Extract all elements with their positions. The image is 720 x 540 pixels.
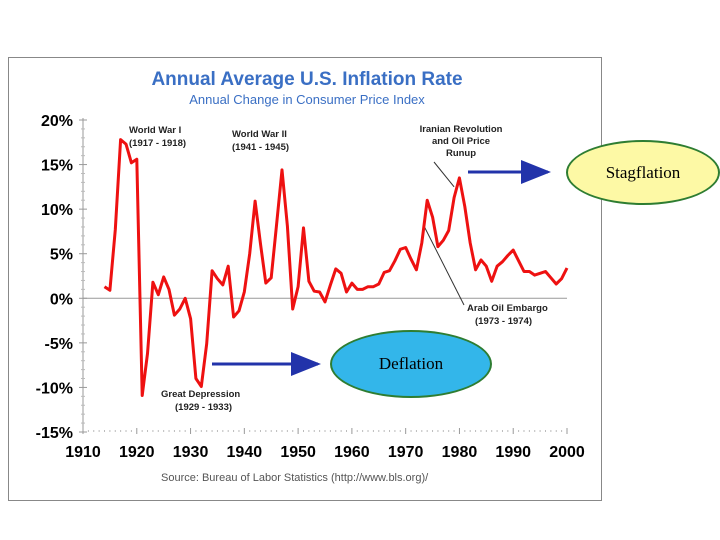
y-tick-label: -15% xyxy=(36,425,73,442)
stagflation-callout: Stagflation xyxy=(566,140,720,205)
x-tick-label: 1920 xyxy=(119,444,155,461)
chart-title: Annual Average U.S. Inflation Rate xyxy=(151,69,462,90)
x-tick-label: 1980 xyxy=(442,444,478,461)
annotation-text: Great Depression xyxy=(161,389,240,400)
annotation-text: World War I xyxy=(129,125,181,136)
annotation-text: Runup xyxy=(446,148,476,159)
annotation-text: and Oil Price xyxy=(432,136,490,147)
y-tick-label: 5% xyxy=(50,247,73,264)
x-tick-label: 1950 xyxy=(280,444,316,461)
iran-pointer-line xyxy=(433,161,455,188)
deflation-callout: Deflation xyxy=(330,330,492,398)
y-tick-label: 20% xyxy=(41,113,73,130)
x-tick-label: 1970 xyxy=(388,444,424,461)
inflation-series-line xyxy=(103,138,569,397)
annotation-text: Arab Oil Embargo xyxy=(467,303,548,314)
annotation-text: (1929 - 1933) xyxy=(175,402,232,413)
y-tick-label: -5% xyxy=(45,336,73,353)
chart-figure: Annual Average U.S. Inflation Rate Annua… xyxy=(8,57,602,501)
annotation-text: (1941 - 1945) xyxy=(232,142,289,153)
annotation-text: (1917 - 1918) xyxy=(129,138,186,149)
annotation-text: Iranian Revolution xyxy=(420,124,503,135)
y-tick-label: 15% xyxy=(41,158,73,175)
embargo-pointer-line xyxy=(424,226,465,306)
annotation-text: World War II xyxy=(232,129,287,140)
deflation-label: Deflation xyxy=(378,354,444,373)
stagflation-label: Stagflation xyxy=(605,162,681,182)
x-tick-label: 1910 xyxy=(65,444,101,461)
x-tick-label: 1960 xyxy=(334,444,370,461)
chart-subtitle: Annual Change in Consumer Price Index xyxy=(189,92,425,107)
x-tick-label: 1940 xyxy=(227,444,263,461)
y-tick-label: 0% xyxy=(50,291,73,308)
x-tick-label: 1990 xyxy=(495,444,531,461)
y-tick-label: -10% xyxy=(36,380,73,397)
chart-source: Source: Bureau of Labor Statistics (http… xyxy=(161,472,429,484)
x-tick-label: 1930 xyxy=(173,444,209,461)
y-tick-label: 10% xyxy=(41,202,73,219)
annotation-text: (1973 - 1974) xyxy=(475,316,532,327)
inflation-chart: Annual Average U.S. Inflation Rate Annua… xyxy=(36,69,585,484)
x-tick-label: 2000 xyxy=(549,444,585,461)
